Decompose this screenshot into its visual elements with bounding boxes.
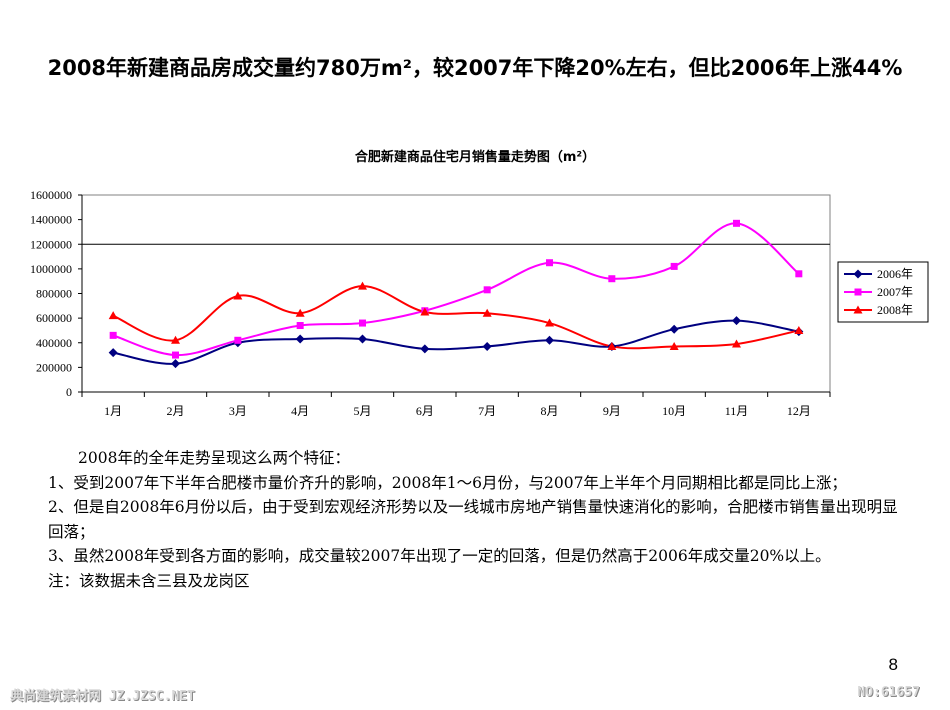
data-point [359,319,366,327]
data-point [546,259,553,267]
data-point [669,324,679,334]
data-point [234,336,242,344]
x-tick-label: 7月 [478,404,496,418]
legend-marker [853,269,863,279]
y-tick-label: 400000 [36,336,72,350]
data-point [607,341,617,350]
x-tick-label: 11月 [725,404,749,418]
page-number: 8 [888,655,898,674]
x-tick-label: 4月 [291,404,309,418]
data-point [545,335,554,345]
series-line-2006年 [112,319,800,365]
data-point [482,341,492,351]
data-point [669,341,679,350]
data-point [171,335,180,344]
data-point [732,316,741,326]
y-tick-label: 1200000 [30,237,72,251]
y-tick-label: 600000 [36,311,72,325]
data-point [295,308,305,317]
y-tick-label: 1000000 [30,262,72,276]
description-point-3: 3、虽然2008年受到各方面的影响，成交量较2007年出现了一定的回落，但是仍然… [48,547,831,565]
y-tick-label: 200000 [36,360,72,374]
data-point [108,348,118,358]
x-tick-label: 3月 [229,404,247,418]
data-point [795,270,803,278]
legend-marker [853,305,863,314]
data-point [109,331,117,339]
data-point [670,262,678,270]
x-tick-label: 2月 [166,404,184,418]
x-tick-label: 10月 [662,404,686,418]
x-tick-label: 1月 [104,404,122,418]
legend-label: 2007年 [877,285,913,299]
x-tick-label: 5月 [353,404,371,418]
plot-area [81,194,831,393]
data-point [295,334,305,344]
legend-label: 2008年 [877,303,913,317]
data-point [296,322,304,330]
data-point [171,359,180,369]
description-point-1: 1、受到2007年下半年合肥楼市量价齐升的影响，2008年1～6月份，与2007… [48,473,847,492]
series-line-2008年 [112,285,800,350]
series-line-2007年 [112,222,800,357]
y-tick-label: 1600000 [30,188,72,202]
data-point [358,334,367,344]
description-point-2: 2、但是自2008年6月份以后，由于受到宏观经济形势以及一线城市房地产销售量快速… [48,498,898,541]
description-intro: 2008年的全年走势呈现这么两个特征： [78,449,350,467]
data-point [732,339,741,348]
data-point [482,308,492,317]
data-point [545,318,554,327]
data-point [608,275,616,283]
data-point [233,291,243,300]
y-tick-label: 0 [66,385,72,399]
description-note: 注：该数据未含三县及龙岗区 [48,571,250,590]
data-point [483,286,491,294]
data-point [733,219,740,227]
chart-title: 合肥新建商品住宅月销售量走势图（m²） [354,150,596,165]
line-chart: 0 200000 400000 600000 800000 1000000 1200000 1… [30,188,929,418]
x-tick-label: 12月 [787,404,811,418]
x-tick-label: 9月 [603,404,621,418]
data-point [420,307,430,316]
watermark-site: 典尚建筑素材网 JZ.JZSC.NET [10,689,195,704]
data-point [172,351,179,359]
data-point [794,325,804,334]
x-tick-label: 6月 [416,404,434,418]
watermark-id: NO:61657 [857,685,920,700]
data-point [358,281,367,290]
legend-label: 2006年 [877,267,913,281]
data-point [108,311,118,320]
slide-title: 2008年新建商品房成交量约780万m²，较2007年下降20%左右，但比200… [47,56,903,80]
data-point [420,344,430,354]
description-text: 2008年的全年走势呈现这么两个特征： 1、受到2007年下半年合肥楼市量价齐升… [48,446,898,593]
x-tick-label: 8月 [540,404,558,418]
y-tick-label: 800000 [36,287,72,301]
legend-marker [854,288,862,296]
y-tick-label: 1400000 [30,213,72,227]
